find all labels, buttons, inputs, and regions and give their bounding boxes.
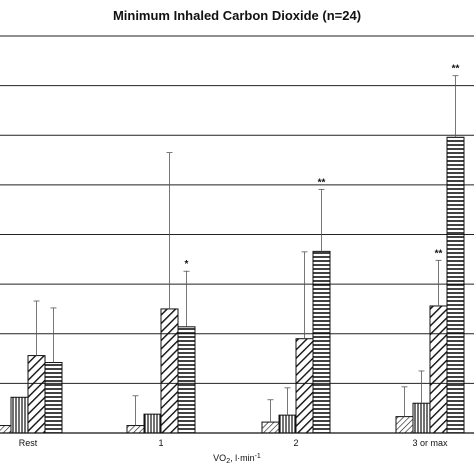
chart-title: Minimum Inhaled Carbon Dioxide (n=24): [112, 8, 362, 23]
significance-markers: *******: [185, 64, 460, 271]
bar: [27, 355, 46, 434]
bar: [0, 425, 12, 434]
significance-marker: **: [452, 64, 460, 75]
x-tick-label: 3 or max: [412, 438, 448, 448]
bar: [143, 413, 162, 434]
significance-marker: *: [185, 259, 189, 270]
bar: [126, 425, 145, 434]
bar: [395, 416, 414, 434]
bars: [0, 136, 465, 434]
bar: [278, 414, 297, 434]
x-tick-label: 2: [293, 438, 298, 448]
x-tick-label: Rest: [19, 438, 38, 448]
x-axis-label-subscript: 2: [226, 458, 230, 465]
gridlines: [0, 35, 474, 384]
bar: [446, 136, 465, 434]
x-axis-label-unit: , l·min: [230, 453, 255, 463]
x-axis-label: VO2, l·min-1: [213, 453, 261, 465]
error-bars: [33, 75, 459, 426]
bar: [429, 305, 448, 434]
bar: [10, 396, 29, 434]
significance-marker: **: [318, 177, 326, 188]
bar: [261, 421, 280, 434]
x-axis-label-main: VO: [213, 453, 226, 463]
x-axis: Rest 1 2 3 or max: [0, 432, 474, 448]
bar: [160, 308, 179, 434]
significance-marker: **: [435, 248, 443, 259]
bar: [177, 326, 196, 434]
x-tick-label: 1: [158, 438, 163, 448]
bar: [412, 402, 431, 434]
bar: [312, 250, 331, 434]
bar: [44, 362, 63, 434]
bar: [295, 338, 314, 434]
x-axis-label-superscript: -1: [255, 453, 261, 460]
